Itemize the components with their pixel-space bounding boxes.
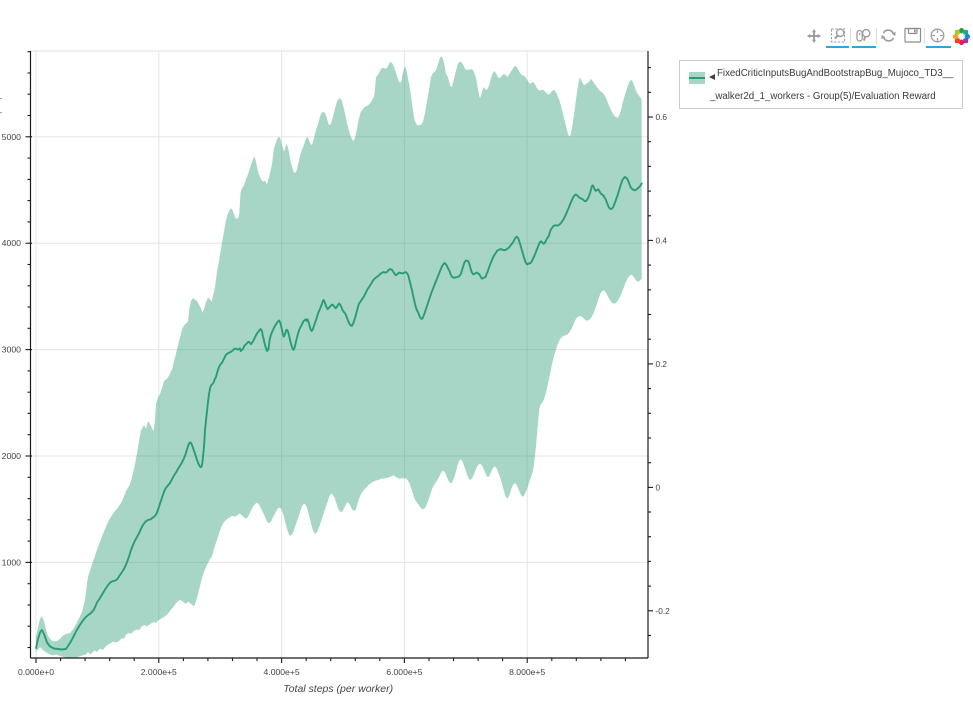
svg-text:4.000e+5: 4.000e+5: [264, 667, 300, 677]
svg-text:0.000e+0: 0.000e+0: [18, 667, 54, 677]
svg-text:-0.2: -0.2: [656, 606, 671, 616]
svg-text:Total steps (per worker): Total steps (per worker): [283, 683, 393, 695]
svg-text:8.000e+5: 8.000e+5: [509, 667, 545, 677]
svg-text:0.4: 0.4: [656, 235, 668, 245]
svg-text:6.000e+5: 6.000e+5: [386, 667, 422, 677]
svg-text:2000: 2000: [2, 451, 21, 461]
svg-text:0.6: 0.6: [656, 112, 668, 122]
svg-text:5000: 5000: [2, 132, 21, 142]
svg-text:1000: 1000: [2, 557, 21, 567]
svg-text:4000: 4000: [2, 238, 21, 248]
svg-text:2.000e+5: 2.000e+5: [141, 667, 177, 677]
svg-text:0: 0: [656, 482, 661, 492]
svg-text:3000: 3000: [2, 345, 21, 355]
svg-text:0.2: 0.2: [656, 359, 668, 369]
